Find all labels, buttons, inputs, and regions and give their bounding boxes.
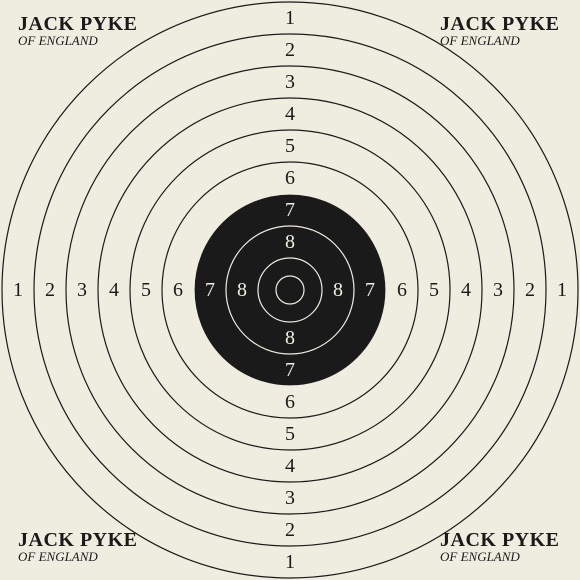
target-black-disc xyxy=(194,194,386,386)
score-label-3-bottom: 3 xyxy=(285,488,295,508)
score-label-2-right: 2 xyxy=(525,280,535,300)
brand-corner-3: JACK PYKEOF ENGLAND xyxy=(440,530,560,563)
score-label-4-top: 4 xyxy=(285,104,295,124)
score-label-8-top: 8 xyxy=(285,232,295,252)
score-label-1-top: 1 xyxy=(285,8,295,28)
shooting-target: 1 1 1 1 2 2 2 2 3 3 3 3 4 4 4 4 5 5 5 5 6 6 6 6 7 7 7 7 8 8 8 8 JACK PYK… xyxy=(0,0,580,580)
score-label-4-bottom: 4 xyxy=(285,456,295,476)
score-label-7-bottom: 7 xyxy=(285,360,295,380)
score-label-5-right: 5 xyxy=(429,280,439,300)
score-label-3-left: 3 xyxy=(77,280,87,300)
brand-corner-1: JACK PYKEOF ENGLAND xyxy=(440,14,560,47)
score-label-7-top: 7 xyxy=(285,200,295,220)
score-label-1-left: 1 xyxy=(13,280,23,300)
brand-line1: JACK PYKE xyxy=(18,14,138,34)
brand-line1: JACK PYKE xyxy=(440,14,560,34)
brand-corner-2: JACK PYKEOF ENGLAND xyxy=(18,530,138,563)
score-label-5-left: 5 xyxy=(141,280,151,300)
score-label-6-right: 6 xyxy=(397,280,407,300)
score-label-6-bottom: 6 xyxy=(285,392,295,412)
score-label-7-right: 7 xyxy=(365,280,375,300)
brand-line1: JACK PYKE xyxy=(18,530,138,550)
score-label-8-right: 8 xyxy=(333,280,343,300)
score-label-1-right: 1 xyxy=(557,280,567,300)
score-label-1-bottom: 1 xyxy=(285,552,295,572)
brand-line2: OF ENGLAND xyxy=(440,34,560,47)
score-label-7-left: 7 xyxy=(205,280,215,300)
score-label-5-bottom: 5 xyxy=(285,424,295,444)
score-label-4-left: 4 xyxy=(109,280,119,300)
brand-line1: JACK PYKE xyxy=(440,530,560,550)
score-label-2-bottom: 2 xyxy=(285,520,295,540)
score-label-2-top: 2 xyxy=(285,40,295,60)
brand-corner-0: JACK PYKEOF ENGLAND xyxy=(18,14,138,47)
score-label-3-top: 3 xyxy=(285,72,295,92)
score-label-5-top: 5 xyxy=(285,136,295,156)
score-label-8-bottom: 8 xyxy=(285,328,295,348)
brand-line2: OF ENGLAND xyxy=(18,34,138,47)
score-label-8-left: 8 xyxy=(237,280,247,300)
brand-line2: OF ENGLAND xyxy=(18,550,138,563)
score-label-6-left: 6 xyxy=(173,280,183,300)
score-label-2-left: 2 xyxy=(45,280,55,300)
score-label-6-top: 6 xyxy=(285,168,295,188)
brand-line2: OF ENGLAND xyxy=(440,550,560,563)
score-label-3-right: 3 xyxy=(493,280,503,300)
score-label-4-right: 4 xyxy=(461,280,471,300)
